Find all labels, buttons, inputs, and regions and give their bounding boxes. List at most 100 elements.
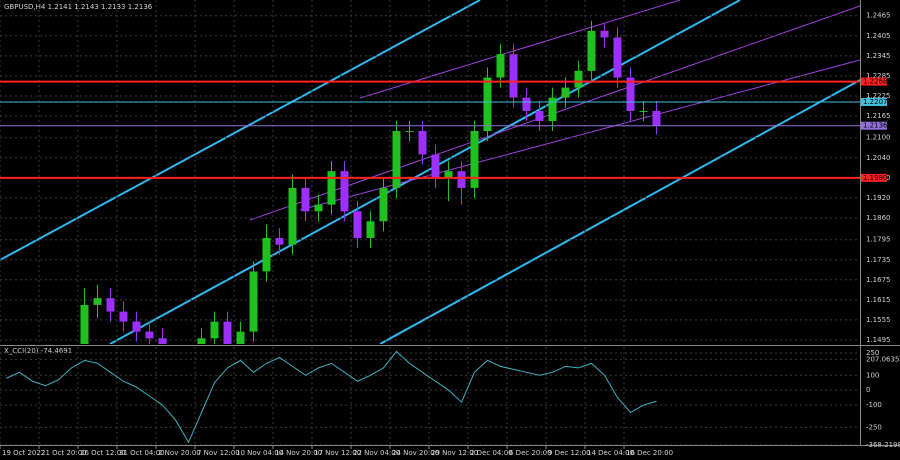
x-tick-label: 29 Nov 12:00 (431, 449, 478, 457)
candle-body (288, 187, 297, 245)
y-tick-label: 1.1615 (866, 296, 891, 304)
cci-line (6, 350, 657, 444)
candle-body (93, 298, 102, 305)
y-tick-label: 100 (866, 371, 879, 379)
y-tick-label: 1.1920 (866, 194, 891, 202)
x-tick-label: 7 Nov 12:00 (197, 449, 240, 457)
candle-body (379, 187, 388, 222)
level-label-box (861, 173, 887, 182)
y-tick-label: 1.1675 (866, 276, 891, 284)
candle-body (392, 131, 401, 188)
candle-body (132, 321, 141, 332)
main-plot (0, 0, 860, 344)
candle-body (496, 54, 505, 78)
x-tick-label: 14 Nov 20:00 (275, 449, 322, 457)
x-tick-label: 9 Dec 12:00 (548, 449, 591, 457)
candle-body (197, 338, 206, 344)
cci-plot (0, 347, 860, 445)
candle-body (249, 271, 258, 332)
x-tick-label: 16 Dec 20:00 (626, 449, 673, 457)
candle-body (405, 131, 414, 133)
x-tick-label: 6 Dec 20:00 (509, 449, 552, 457)
y-tick-label: 1.1735 (866, 256, 891, 264)
y-tick-label: 0 (866, 386, 870, 394)
y-tick-label: 207.0635 (866, 355, 899, 363)
candle-body (301, 187, 310, 212)
x-tick-label: 2 Dec 04:00 (470, 449, 513, 457)
level-label: 1.1980 (863, 174, 888, 182)
y-tick-label: 1.1795 (866, 236, 891, 244)
y-tick-label: 1.1860 (866, 214, 891, 222)
candle-body (210, 321, 219, 339)
candle-body (327, 171, 336, 205)
y-tick-label: 1.2345 (866, 52, 891, 60)
candle-body (106, 298, 115, 312)
candle-body (444, 171, 453, 178)
candle-body (158, 338, 167, 344)
candle-body (80, 304, 89, 344)
level-label: 1.2136 (863, 122, 888, 130)
candle-body (509, 54, 518, 98)
candle-body (236, 331, 245, 344)
candle-body (366, 221, 375, 239)
candle-body (353, 211, 362, 239)
y-tick-label: 1.2285 (866, 72, 891, 80)
x-tick-label: 10 Nov 04:00 (236, 449, 283, 457)
x-tick-label: 21 Oct 20:00 (41, 449, 87, 457)
candle-body (119, 311, 128, 322)
y-tick-label: 1.2225 (866, 92, 891, 100)
x-tick-label: 22 Nov 04:00 (353, 449, 400, 457)
candle-body (548, 97, 557, 122)
candle-body (600, 30, 609, 38)
candle-body (145, 331, 154, 339)
candle-body (275, 238, 284, 245)
level-label-box (861, 97, 887, 106)
candle-body (470, 131, 479, 188)
candle-body (626, 77, 635, 111)
y-tick-label: -250 (866, 423, 882, 431)
y-tick-label: 1.1495 (866, 336, 891, 344)
y-tick-label: 1.1555 (866, 316, 891, 324)
level-label-box (861, 77, 887, 86)
candle-body (652, 110, 661, 126)
candle-body (457, 171, 466, 188)
y-tick-label: 1.2040 (866, 154, 891, 162)
x-tick-label: 2 Nov 20:00 (158, 449, 201, 457)
indicator-title: X_CCI(20) -74.4691 (4, 347, 72, 355)
candle-body (314, 204, 323, 212)
candle-body (535, 110, 544, 122)
x-tick-label: 17 Nov 12:00 (314, 449, 361, 457)
candle-body (574, 70, 583, 88)
candle-body (561, 87, 570, 98)
candle-body (223, 321, 232, 344)
candle-body (262, 238, 271, 272)
x-tick-label: 24 Nov 20:00 (392, 449, 439, 457)
y-tick-label: -368.2198 (866, 441, 900, 449)
y-tick-label: 1.2100 (866, 134, 891, 142)
candle-body (483, 77, 492, 132)
candle-body (639, 110, 648, 112)
x-tick-label: 31 Oct 04:00 (119, 449, 165, 457)
candle-body (522, 97, 531, 111)
level-label-box (861, 121, 887, 130)
y-tick-label: -100 (866, 401, 882, 409)
y-tick-label: 1.2165 (866, 112, 891, 120)
x-tick-label: 19 Oct 2022 (2, 449, 45, 457)
x-tick-label: 26 Oct 12:00 (80, 449, 126, 457)
channel-line (109, 0, 741, 344)
y-tick-label: 1.2465 (866, 12, 891, 20)
candle-body (418, 131, 427, 155)
y-tick-label: 250 (866, 349, 879, 357)
level-label: 1.2268 (863, 78, 888, 86)
y-tick-label: 1.2405 (866, 32, 891, 40)
candle-body (587, 30, 596, 71)
x-tick-label: 14 Dec 04:00 (587, 449, 634, 457)
candle-body (431, 154, 440, 178)
axes: 1.2465 1.2405 1.2345 1.2285 1.2225 1.2165 1.21… (0, 12, 900, 457)
candle-body (613, 37, 622, 78)
level-label: 1.2207 (863, 98, 888, 106)
candle-body (340, 171, 349, 212)
channel-line (0, 0, 481, 261)
